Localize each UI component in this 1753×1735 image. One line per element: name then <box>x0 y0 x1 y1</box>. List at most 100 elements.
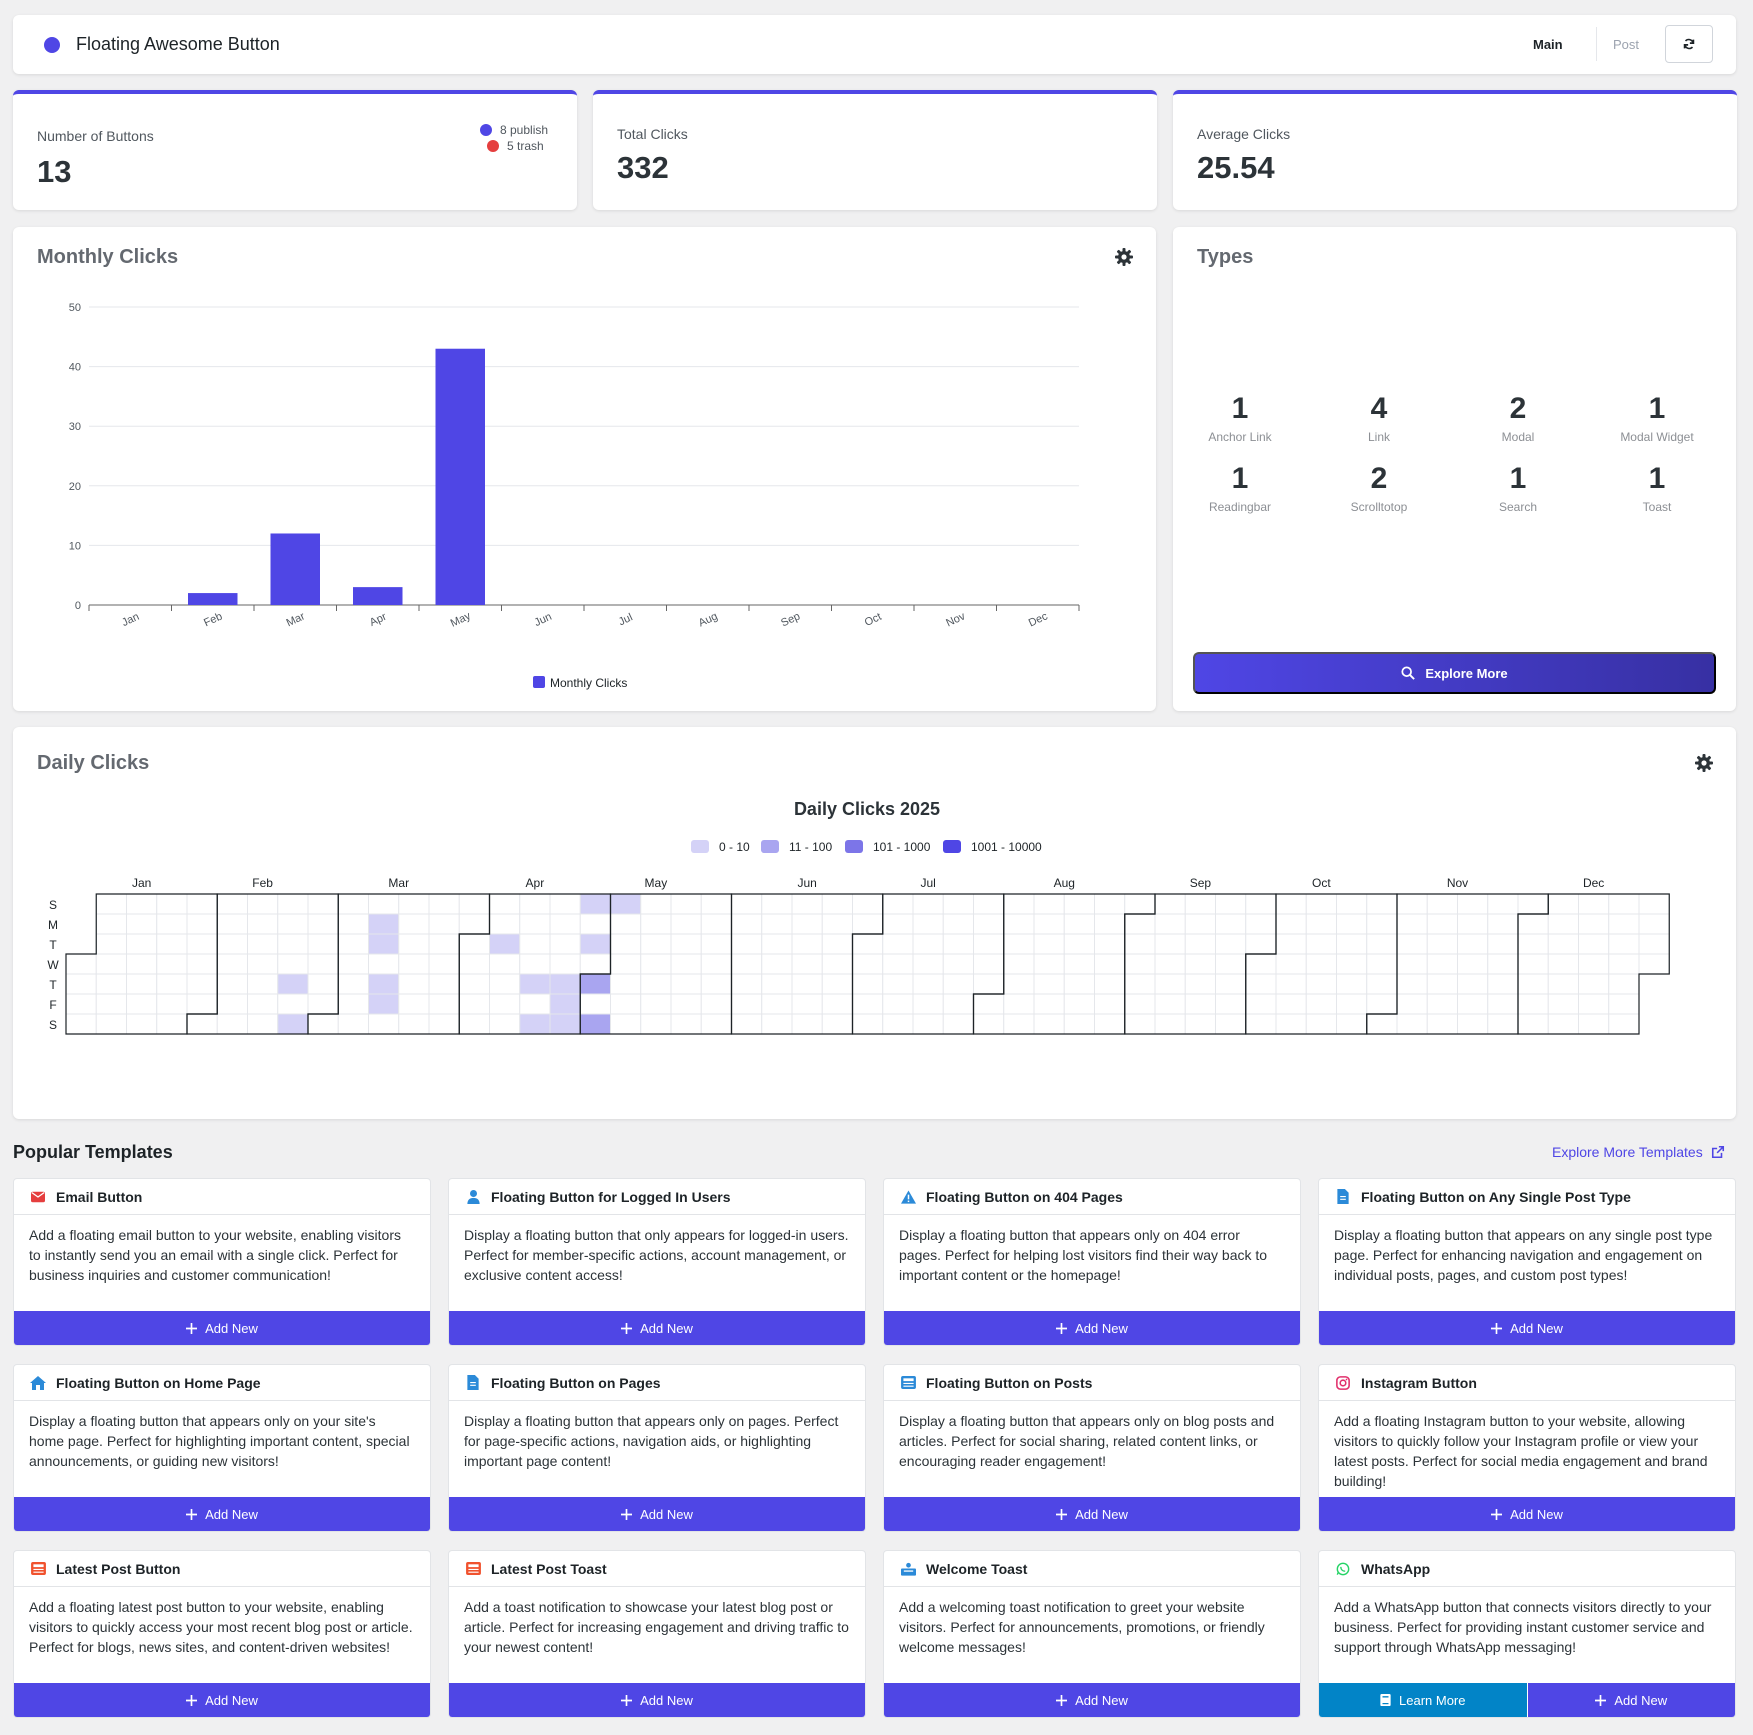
heatmap-day-cell[interactable] <box>942 1013 974 1035</box>
heatmap-day-cell[interactable] <box>1063 993 1095 1015</box>
heatmap-day-cell[interactable] <box>398 973 430 995</box>
heatmap-day-cell[interactable] <box>1154 953 1186 975</box>
heatmap-day-cell[interactable] <box>247 973 279 995</box>
heatmap-day-cell[interactable] <box>1184 973 1216 995</box>
heatmap-day-cell[interactable] <box>761 1013 793 1035</box>
heatmap-day-cell[interactable] <box>1245 913 1277 935</box>
refresh-button[interactable] <box>1665 25 1713 63</box>
heatmap-day-cell[interactable] <box>1003 893 1035 915</box>
heatmap-day-cell[interactable] <box>852 953 884 975</box>
heatmap-day-cell[interactable] <box>156 953 188 975</box>
heatmap-day-cell[interactable] <box>761 993 793 1015</box>
heatmap-day-cell[interactable] <box>1608 893 1640 915</box>
heatmap-day-cell[interactable] <box>186 893 218 915</box>
heatmap-day-cell[interactable] <box>1578 913 1610 935</box>
heatmap-day-cell[interactable] <box>428 993 460 1015</box>
heatmap-day-cell[interactable] <box>761 953 793 975</box>
heatmap-day-cell[interactable] <box>1638 953 1670 975</box>
heatmap-day-cell[interactable] <box>156 913 188 935</box>
heatmap-day-cell[interactable] <box>216 973 248 995</box>
heatmap-day-cell[interactable] <box>368 913 400 935</box>
heatmap-day-cell[interactable] <box>1608 993 1640 1015</box>
heatmap-day-cell[interactable] <box>852 1013 884 1035</box>
heatmap-day-cell[interactable] <box>973 933 1005 955</box>
heatmap-day-cell[interactable] <box>549 993 581 1015</box>
heatmap-day-cell[interactable] <box>458 933 490 955</box>
heatmap-day-cell[interactable] <box>579 973 611 995</box>
heatmap-day-cell[interactable] <box>700 953 732 975</box>
heatmap-day-cell[interactable] <box>277 993 309 1015</box>
heatmap-day-cell[interactable] <box>1275 953 1307 975</box>
heatmap-day-cell[interactable] <box>307 1013 339 1035</box>
heatmap-day-cell[interactable] <box>216 1013 248 1035</box>
heatmap-day-cell[interactable] <box>1457 973 1489 995</box>
heatmap-day-cell[interactable] <box>1547 993 1579 1015</box>
heatmap-day-cell[interactable] <box>1517 953 1549 975</box>
heatmap-day-cell[interactable] <box>1124 913 1156 935</box>
heatmap-day-cell[interactable] <box>307 973 339 995</box>
heatmap-day-cell[interactable] <box>489 933 521 955</box>
heatmap-day-cell[interactable] <box>700 933 732 955</box>
bar[interactable] <box>353 587 403 605</box>
heatmap-day-cell[interactable] <box>1305 973 1337 995</box>
heatmap-day-cell[interactable] <box>912 913 944 935</box>
heatmap-day-cell[interactable] <box>1033 1013 1065 1035</box>
heatmap-day-cell[interactable] <box>821 993 853 1015</box>
heatmap-day-cell[interactable] <box>1094 893 1126 915</box>
heatmap-day-cell[interactable] <box>1275 1013 1307 1035</box>
heatmap-day-cell[interactable] <box>640 953 672 975</box>
heatmap-day-cell[interactable] <box>1003 973 1035 995</box>
heatmap-day-cell[interactable] <box>942 993 974 1015</box>
heatmap-day-cell[interactable] <box>821 973 853 995</box>
heatmap-day-cell[interactable] <box>640 913 672 935</box>
heatmap-day-cell[interactable] <box>1578 953 1610 975</box>
add-new-button[interactable]: Add New <box>14 1497 430 1531</box>
heatmap-day-cell[interactable] <box>1487 973 1519 995</box>
heatmap-day-cell[interactable] <box>428 1013 460 1035</box>
heatmap-day-cell[interactable] <box>1184 1013 1216 1035</box>
heatmap-day-cell[interactable] <box>216 893 248 915</box>
heatmap-day-cell[interactable] <box>640 1013 672 1035</box>
heatmap-day-cell[interactable] <box>1094 993 1126 1015</box>
heatmap-day-cell[interactable] <box>307 913 339 935</box>
heatmap-day-cell[interactable] <box>791 893 823 915</box>
heatmap-day-cell[interactable] <box>912 953 944 975</box>
heatmap-day-cell[interactable] <box>519 993 551 1015</box>
heatmap-day-cell[interactable] <box>1578 1013 1610 1035</box>
heatmap-day-cell[interactable] <box>549 1013 581 1035</box>
heatmap-day-cell[interactable] <box>1426 1013 1458 1035</box>
add-new-button[interactable]: Add New <box>449 1311 865 1345</box>
heatmap-day-cell[interactable] <box>1426 893 1458 915</box>
heatmap-day-cell[interactable] <box>579 933 611 955</box>
heatmap-day-cell[interactable] <box>670 913 702 935</box>
heatmap-day-cell[interactable] <box>640 893 672 915</box>
heatmap-day-cell[interactable] <box>670 933 702 955</box>
add-new-button[interactable]: Add New <box>14 1311 430 1345</box>
heatmap-day-cell[interactable] <box>398 913 430 935</box>
heatmap-day-cell[interactable] <box>549 953 581 975</box>
heatmap-day-cell[interactable] <box>519 973 551 995</box>
heatmap-day-cell[interactable] <box>489 973 521 995</box>
heatmap-day-cell[interactable] <box>912 993 944 1015</box>
heatmap-day-cell[interactable] <box>458 953 490 975</box>
heatmap-day-cell[interactable] <box>1215 953 1247 975</box>
heatmap-day-cell[interactable] <box>458 973 490 995</box>
heatmap-day-cell[interactable] <box>186 1013 218 1035</box>
heatmap-day-cell[interactable] <box>1305 1013 1337 1035</box>
heatmap-day-cell[interactable] <box>216 933 248 955</box>
heatmap-day-cell[interactable] <box>277 933 309 955</box>
heatmap-day-cell[interactable] <box>1366 973 1398 995</box>
bar[interactable] <box>188 593 238 605</box>
heatmap-day-cell[interactable] <box>1457 913 1489 935</box>
heatmap-day-cell[interactable] <box>216 913 248 935</box>
heatmap-day-cell[interactable] <box>942 893 974 915</box>
heatmap-day-cell[interactable] <box>761 933 793 955</box>
heatmap-day-cell[interactable] <box>700 1013 732 1035</box>
heatmap-day-cell[interactable] <box>1215 1013 1247 1035</box>
heatmap-day-cell[interactable] <box>852 913 884 935</box>
heatmap-day-cell[interactable] <box>761 973 793 995</box>
heatmap-day-cell[interactable] <box>549 973 581 995</box>
heatmap-day-cell[interactable] <box>1517 933 1549 955</box>
heatmap-day-cell[interactable] <box>791 953 823 975</box>
heatmap-day-cell[interactable] <box>1245 893 1277 915</box>
